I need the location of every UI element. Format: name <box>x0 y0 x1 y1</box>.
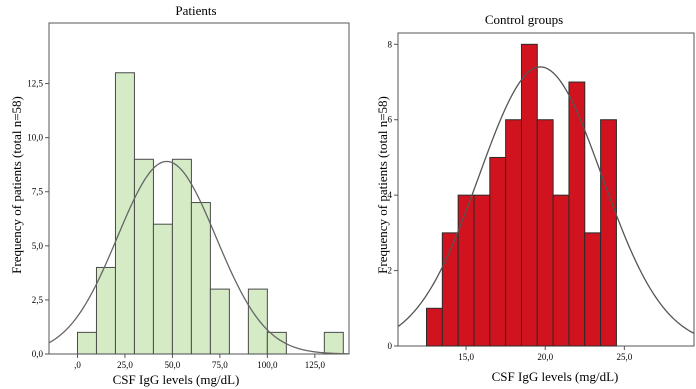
patients-normal-curve <box>48 160 350 355</box>
patients-x-tick-label: 50,0 <box>165 360 181 370</box>
control-x-tick-label: 25,0 <box>616 352 632 362</box>
patients-histogram-bar <box>266 331 287 355</box>
patients-chart-title: Patients <box>175 3 216 18</box>
control-normal-curve <box>397 66 695 334</box>
patients-histogram-bar <box>114 72 135 355</box>
control-histogram-bar <box>473 194 491 347</box>
patients-y-tick-label: 12,5 <box>27 79 43 89</box>
control-histogram-bar <box>568 81 586 347</box>
patients-histogram-bar <box>323 331 344 355</box>
patients-y-axis-label: Frequency of patients (total n=58) <box>9 96 24 274</box>
patients-histogram-bar <box>190 202 211 355</box>
control-y-tick-label: 2 <box>388 266 393 276</box>
patients-histogram-bar <box>76 331 97 355</box>
patients-histogram-bar <box>171 158 192 355</box>
control-y-tick-label: 6 <box>388 115 393 125</box>
patients-histogram-bar <box>95 266 116 355</box>
control-histogram-bar <box>520 43 538 347</box>
patients-plot-area: 0,0 2,5 5,0 7,5 10,0 12,5 ,0 25,0 50,0 75,0 100,0 1… <box>27 72 350 370</box>
patients-histogram-bar <box>209 288 230 355</box>
control-x-tick-label: 20,0 <box>537 352 553 362</box>
patients-histogram-bar <box>152 223 173 355</box>
control-histogram-bar <box>489 156 507 347</box>
control-chart-title: Control groups <box>485 12 563 27</box>
patients-histogram-panel: Patients Frequency of patients (total n=… <box>9 3 350 387</box>
patients-x-tick-label: ,0 <box>74 360 81 370</box>
patients-x-tick-label: 125,0 <box>305 360 326 370</box>
control-histogram-bar <box>536 119 554 347</box>
patients-histogram-bar <box>247 288 268 355</box>
control-histogram-bar <box>552 194 570 347</box>
control-histogram-bar <box>505 119 522 347</box>
control-plot-area: 0 2 4 6 8 15,0 20,0 25,0 <box>388 39 695 362</box>
patients-histogram-bar <box>133 158 154 355</box>
patients-y-tick-label: 5,0 <box>32 241 44 251</box>
patients-y-tick-label: 2,5 <box>32 295 44 305</box>
control-groups-histogram-panel: Control groups Frequency of patients (to… <box>375 12 695 384</box>
control-histogram-bar <box>425 307 443 347</box>
control-histogram-bar <box>600 119 617 347</box>
control-y-tick-label: 0 <box>388 341 393 351</box>
control-histogram-bar <box>457 194 475 347</box>
control-y-tick-label: 8 <box>388 39 393 49</box>
control-histogram-bar <box>584 232 602 347</box>
control-y-axis-label: Frequency of patients (total n=58) <box>375 96 390 274</box>
control-x-tick-label: 15,0 <box>458 352 474 362</box>
patients-x-tick-label: 75,0 <box>212 360 228 370</box>
patients-x-tick-label: 25,0 <box>117 360 133 370</box>
patients-x-axis-label: CSF IgG levels (mg/dL) <box>113 372 240 387</box>
patients-y-tick-label: 7,5 <box>32 187 44 197</box>
patients-x-tick-label: 100,0 <box>257 360 278 370</box>
control-x-axis-label: CSF IgG levels (mg/dL) <box>492 369 619 384</box>
control-y-tick-label: 4 <box>388 190 393 200</box>
patients-y-tick-label: 10,0 <box>27 133 43 143</box>
patients-y-tick-label: 0,0 <box>32 349 44 359</box>
